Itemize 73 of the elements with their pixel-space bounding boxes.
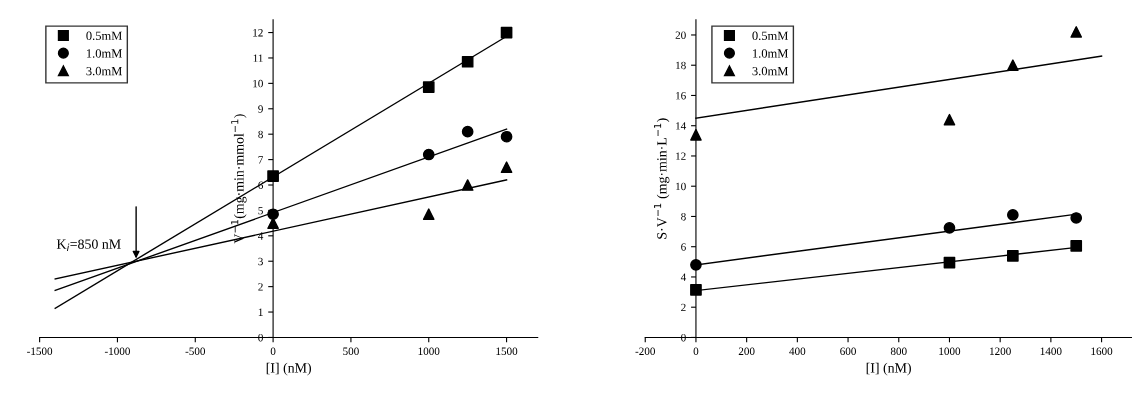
- legend-label: 3.0mM: [86, 66, 122, 76]
- x-tick-label: 1200: [990, 347, 1011, 355]
- y-axis-title: V$^{−1}$(mg·min·mmol$^{−1}$): [231, 114, 247, 244]
- point: [1070, 26, 1083, 38]
- legend-label: 0.5mM: [86, 31, 122, 41]
- legend-label: 3.0mM: [752, 66, 789, 76]
- point: [1070, 240, 1083, 252]
- x-tick-label: 200: [738, 347, 755, 355]
- point: [690, 259, 702, 271]
- point: [943, 256, 956, 269]
- x-tick-label: 1500: [496, 347, 518, 355]
- annotation: K$_{i}$=850 nM: [56, 239, 121, 251]
- y-tick-label: 11: [253, 54, 263, 62]
- point: [461, 179, 474, 191]
- point: [1007, 249, 1019, 262]
- legend-label: 0.5mM: [752, 31, 789, 41]
- point: [1070, 212, 1083, 224]
- point: [422, 81, 435, 94]
- y-tick-label: 6: [258, 181, 264, 189]
- x-tick-label: -1000: [104, 347, 130, 355]
- y-tick-label: 2: [681, 303, 686, 312]
- point: [500, 161, 513, 174]
- x-tick-label: 1000: [418, 347, 440, 355]
- x-tick-label: -1500: [27, 347, 53, 355]
- y-tick-label: 6: [681, 243, 686, 251]
- point: [461, 55, 474, 68]
- x-tick-label: 1000: [939, 347, 961, 355]
- y-tick-label: 18: [676, 61, 686, 70]
- x-tick-label: 0: [270, 347, 276, 355]
- point: [943, 221, 956, 234]
- point: [1007, 209, 1019, 221]
- y-tick-label: 4: [258, 232, 264, 240]
- point: [690, 283, 702, 296]
- point: [690, 128, 702, 141]
- point: [422, 208, 435, 221]
- point: [461, 125, 474, 138]
- y-tick-label: 14: [676, 122, 687, 130]
- y-tick-label: 1: [258, 308, 263, 316]
- point: [422, 148, 435, 161]
- x-tick-label: 400: [789, 347, 806, 355]
- y-tick-label: 10: [253, 79, 263, 88]
- y-axis-title: S·V$^{−1}$ (mg·min·L$^{−1}$): [654, 118, 670, 239]
- x-tick-label: 600: [840, 347, 856, 355]
- y-tick-label: 9: [258, 105, 263, 113]
- y-tick-label: 8: [681, 212, 686, 221]
- legend-label: 1.0mM: [753, 49, 789, 58]
- x-tick-label: -200: [635, 347, 655, 355]
- y-tick-label: 5: [258, 206, 263, 215]
- x-axis-title: [I] (nM): [266, 362, 311, 376]
- x-tick-label: 0: [693, 347, 699, 355]
- x-tick-label: 1400: [1040, 347, 1062, 355]
- point: [943, 113, 956, 126]
- point: [500, 26, 513, 39]
- y-tick-label: 12: [253, 29, 263, 37]
- point: [500, 130, 513, 143]
- x-tick-label: 1600: [1091, 347, 1113, 355]
- point: [267, 208, 279, 221]
- x-axis-title: [I] (nM): [866, 362, 911, 376]
- point: [267, 170, 279, 182]
- y-tick-label: 3: [258, 257, 263, 266]
- x-tick-label: 500: [343, 347, 359, 355]
- legend-label: 1.0mM: [86, 49, 122, 58]
- y-tick-label: 10: [676, 182, 686, 191]
- point: [1007, 59, 1019, 72]
- y-tick-label: 12: [676, 152, 686, 160]
- y-tick-label: 8: [258, 130, 263, 139]
- y-tick-label: 4: [680, 273, 687, 281]
- x-tick-label: 800: [890, 347, 907, 355]
- y-tick-label: 20: [675, 31, 686, 39]
- y-tick-label: 7: [258, 156, 264, 164]
- y-tick-label: 16: [676, 91, 686, 100]
- y-tick-label: 2: [258, 283, 263, 291]
- x-tick-label: -500: [185, 347, 206, 355]
